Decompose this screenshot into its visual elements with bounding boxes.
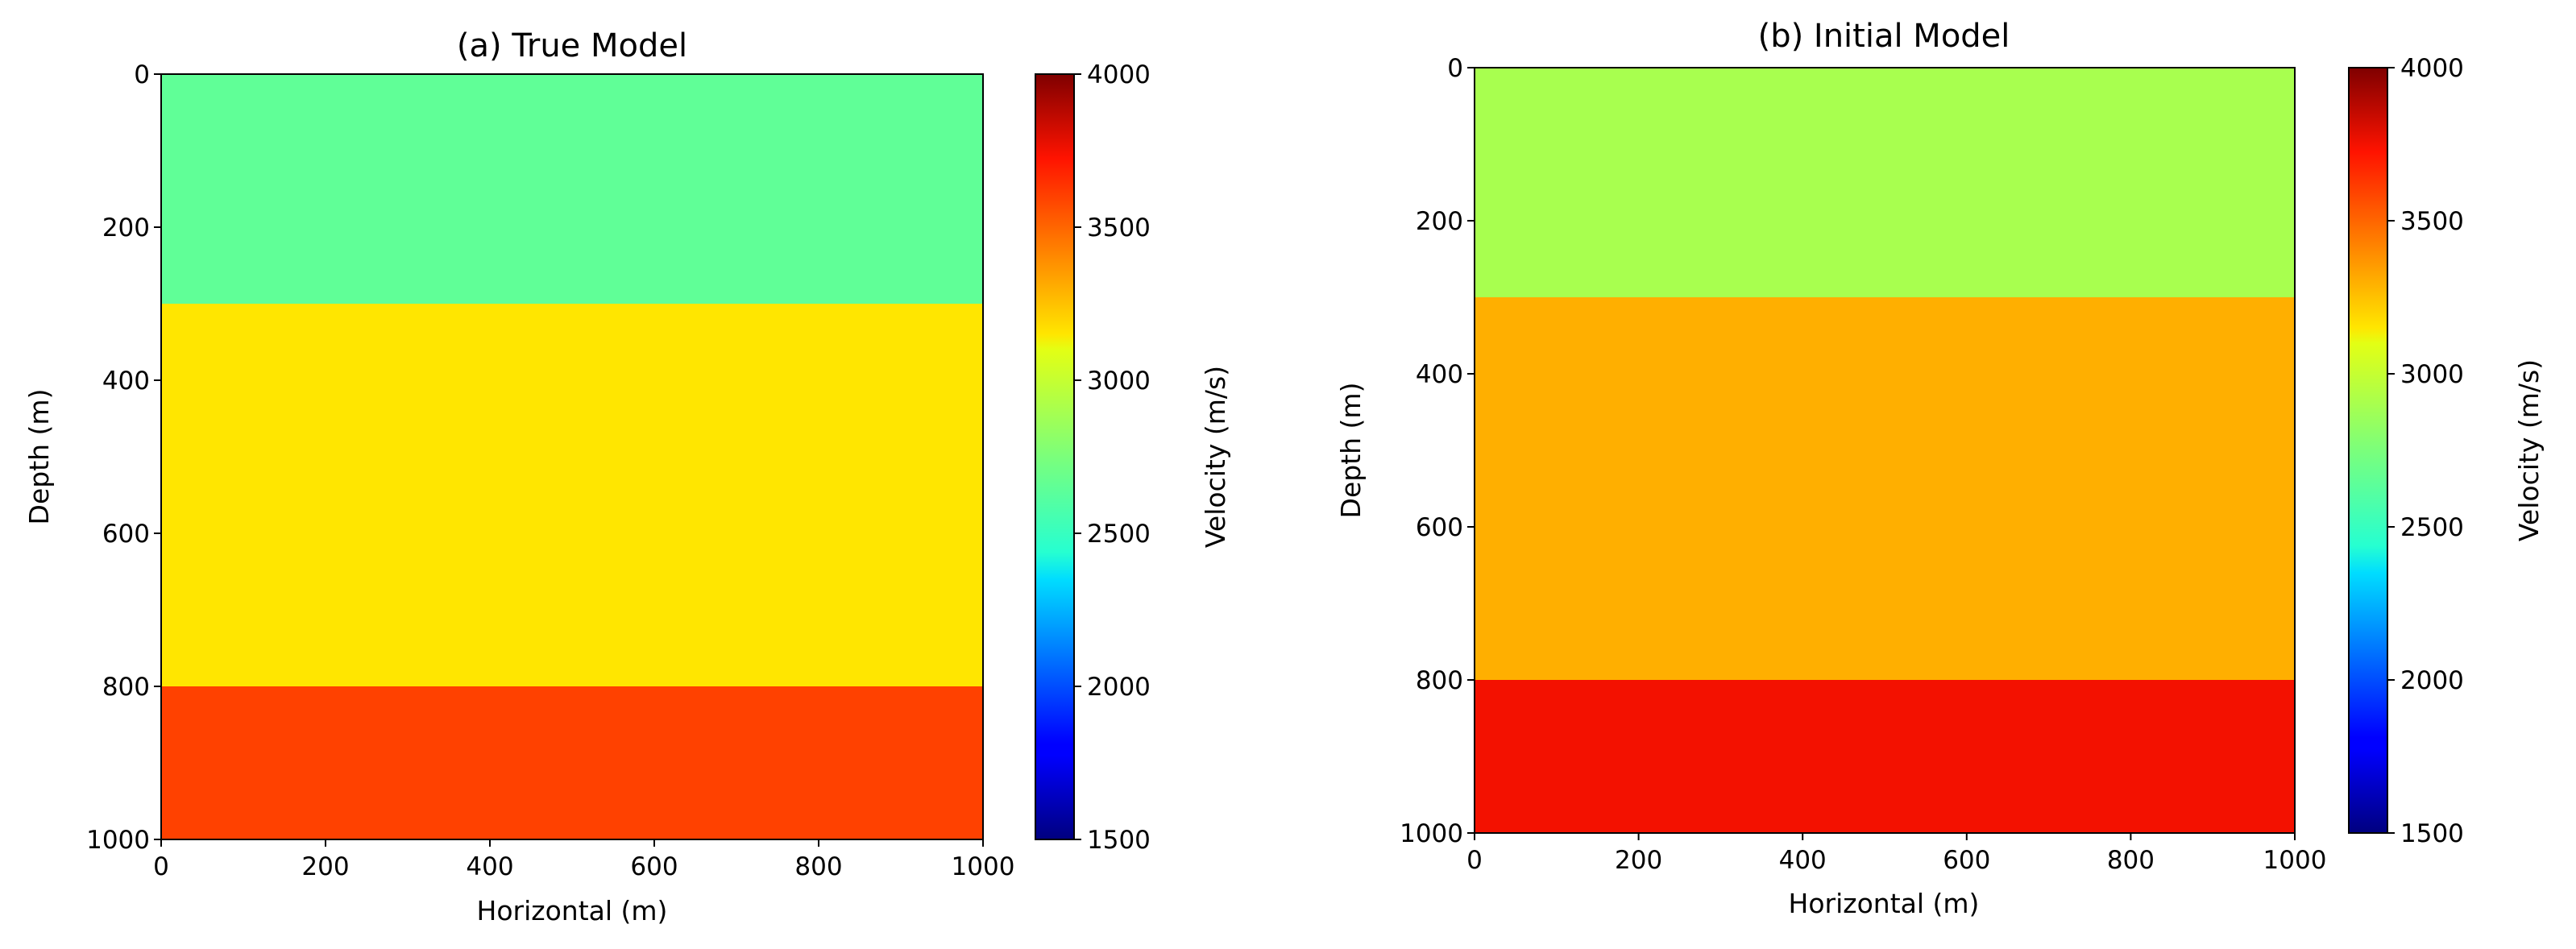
- panel-a-xticks: 0 200 400 600 800 1000: [153, 839, 1014, 881]
- y-tick-label: 400: [102, 367, 150, 396]
- panel-b-colorbar-gradient: [2348, 67, 2388, 834]
- colorbar-tick-label: 4000: [2400, 54, 2464, 83]
- colorbar-tick-label: 3000: [1087, 367, 1151, 396]
- panel-b-heatmap: [1475, 68, 2295, 833]
- x-tick-label: 800: [2107, 846, 2155, 875]
- panel-a-heatmap: [161, 74, 983, 839]
- y-tick-label: 1000: [1400, 819, 1463, 848]
- x-tick-label: 1000: [2263, 846, 2327, 875]
- x-tick-label: 1000: [952, 852, 1015, 881]
- colorbar-tick-label: 3500: [1087, 213, 1151, 242]
- panel-b-xlabel: Horizontal (m): [1789, 888, 1980, 919]
- x-tick-label: 0: [1466, 846, 1483, 875]
- panel-a-ylabel: Depth (m): [23, 389, 55, 525]
- panel-a-colorbar-label: Velocity (m/s): [1200, 366, 1231, 548]
- colorbar-tick-label: 3500: [2400, 207, 2464, 236]
- panel-b: (b) Initial Model 0 200 400 600 800 1000 0 200…: [1335, 18, 2545, 919]
- x-tick-label: 200: [301, 852, 349, 881]
- panel-a-colorbar-ticks: 1500 2000 2500 3000 3500 4000: [1074, 60, 1151, 855]
- panel-a-colorbar: 1500 2000 2500 3000 3500 4000 Velocity (m/s): [1035, 60, 1231, 855]
- y-tick-label: 800: [102, 673, 150, 702]
- y-tick-label: 600: [102, 520, 150, 549]
- y-tick-label: 0: [134, 60, 150, 89]
- colorbar-tick-label: 4000: [1087, 60, 1151, 89]
- panel-b-title: (b) Initial Model: [1758, 18, 2010, 55]
- colorbar-tick-label: 2500: [1087, 520, 1151, 549]
- velocity-layer-1: [1475, 68, 2295, 297]
- colorbar-tick-label: 2000: [2400, 666, 2464, 695]
- y-tick-label: 200: [102, 213, 150, 242]
- y-tick-label: 0: [1447, 54, 1463, 83]
- x-tick-label: 600: [1943, 846, 1990, 875]
- panel-a-yticks: 0 200 400 600 800 1000: [86, 60, 161, 855]
- panel-b-xticks: 0 200 400 600 800 1000: [1466, 833, 2326, 875]
- x-tick-label: 200: [1615, 846, 1662, 875]
- panel-b-frame: [1474, 67, 2296, 834]
- velocity-layer-2: [161, 304, 983, 686]
- x-tick-label: 600: [630, 852, 678, 881]
- y-tick-label: 200: [1416, 207, 1463, 236]
- y-tick-label: 400: [1416, 360, 1463, 389]
- panel-b-ylabel: Depth (m): [1335, 383, 1367, 519]
- y-tick-label: 800: [1416, 666, 1463, 695]
- colorbar-tick-label: 3000: [2400, 360, 2464, 389]
- colorbar-tick-label: 2000: [1087, 673, 1151, 702]
- colorbar-tick-label: 1500: [2400, 819, 2464, 848]
- panel-a: (a) True Model 0 200 400 600 800 1000 0 200 400…: [23, 27, 1231, 926]
- x-tick-label: 800: [794, 852, 842, 881]
- velocity-layer-3: [1475, 680, 2295, 833]
- y-tick-label: 1000: [86, 826, 150, 855]
- panel-b-colorbar-label: Velocity (m/s): [2513, 359, 2545, 541]
- panel-a-title: (a) True Model: [457, 27, 687, 64]
- colorbar-tick-label: 1500: [1087, 826, 1151, 855]
- velocity-layer-1: [161, 74, 983, 304]
- colorbar-tick-label: 2500: [2400, 513, 2464, 542]
- x-tick-label: 0: [153, 852, 169, 881]
- panel-a-colorbar-gradient: [1035, 73, 1075, 840]
- y-tick-label: 600: [1416, 513, 1463, 542]
- x-tick-label: 400: [466, 852, 513, 881]
- panel-b-colorbar: 1500 2000 2500 3000 3500 4000 Velocity (m/s): [2348, 54, 2545, 848]
- panel-a-frame: [160, 73, 984, 840]
- panel-b-colorbar-ticks: 1500 2000 2500 3000 3500 4000: [2387, 54, 2464, 848]
- velocity-layer-2: [1475, 297, 2295, 680]
- x-tick-label: 400: [1779, 846, 1827, 875]
- velocity-layer-3: [161, 686, 983, 839]
- panel-b-yticks: 0 200 400 600 800 1000: [1400, 54, 1475, 848]
- panel-a-xlabel: Horizontal (m): [477, 895, 668, 926]
